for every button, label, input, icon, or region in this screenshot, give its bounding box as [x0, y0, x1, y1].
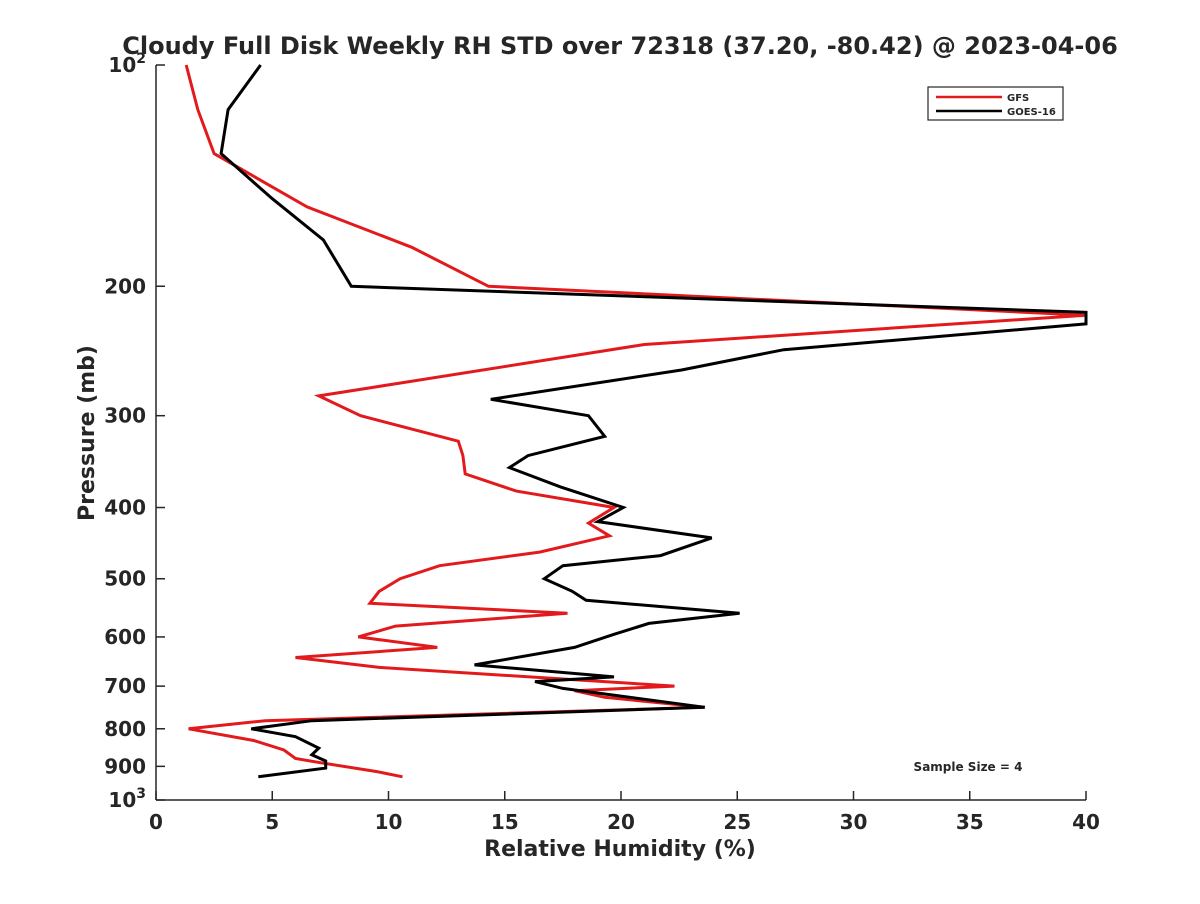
y-tick-label: 900	[104, 754, 146, 778]
x-tick-label: 15	[491, 810, 519, 834]
y-tick-label: 800	[104, 717, 146, 741]
x-tick-label: 20	[607, 810, 635, 834]
y-tick-label: 400	[104, 496, 146, 520]
y-tick-label: 103	[108, 786, 146, 812]
series-layer	[184, 64, 1088, 779]
x-ticks: 0 5 10 15 20 25 30 35 40	[149, 791, 1100, 834]
x-tick-label: 35	[956, 810, 984, 834]
x-tick-label: 30	[840, 810, 868, 834]
y-axis-label: Pressure (mb)	[75, 345, 100, 521]
legend-label-gfs: GFS	[1007, 93, 1029, 104]
y-tick-label: 200	[104, 274, 146, 298]
plot-area	[156, 65, 1086, 800]
x-tick-label: 40	[1072, 810, 1100, 834]
y-tick-label: 500	[104, 567, 146, 591]
y-tick-label: 700	[104, 674, 146, 698]
x-tick-label: 10	[375, 810, 403, 834]
chart-title: Cloudy Full Disk Weekly RH STD over 7231…	[122, 32, 1118, 60]
sample-size-annotation: Sample Size = 4	[914, 760, 1023, 774]
x-axis-label: Relative Humidity (%)	[484, 837, 756, 862]
axes-layer: 0 5 10 15 20 25 30 35 40 102 200 300 400 500 600 700 80…	[104, 51, 1100, 834]
y-ticks: 102 200 300 400 500 600 700 800 900 103	[104, 51, 165, 812]
y-tick-label: 600	[104, 625, 146, 649]
legend: GFS GOES-16	[927, 86, 1064, 121]
series-line-goes-16	[219, 64, 1088, 779]
y-tick-label: 300	[104, 404, 146, 428]
x-tick-label: 25	[723, 810, 751, 834]
y-tick-label: 102	[108, 51, 146, 77]
x-tick-label: 0	[149, 810, 163, 834]
legend-box	[927, 86, 1064, 121]
x-tick-label: 5	[265, 810, 279, 834]
legend-label-goes-16: GOES-16	[1007, 107, 1056, 118]
series-line-gfs	[184, 64, 1087, 779]
